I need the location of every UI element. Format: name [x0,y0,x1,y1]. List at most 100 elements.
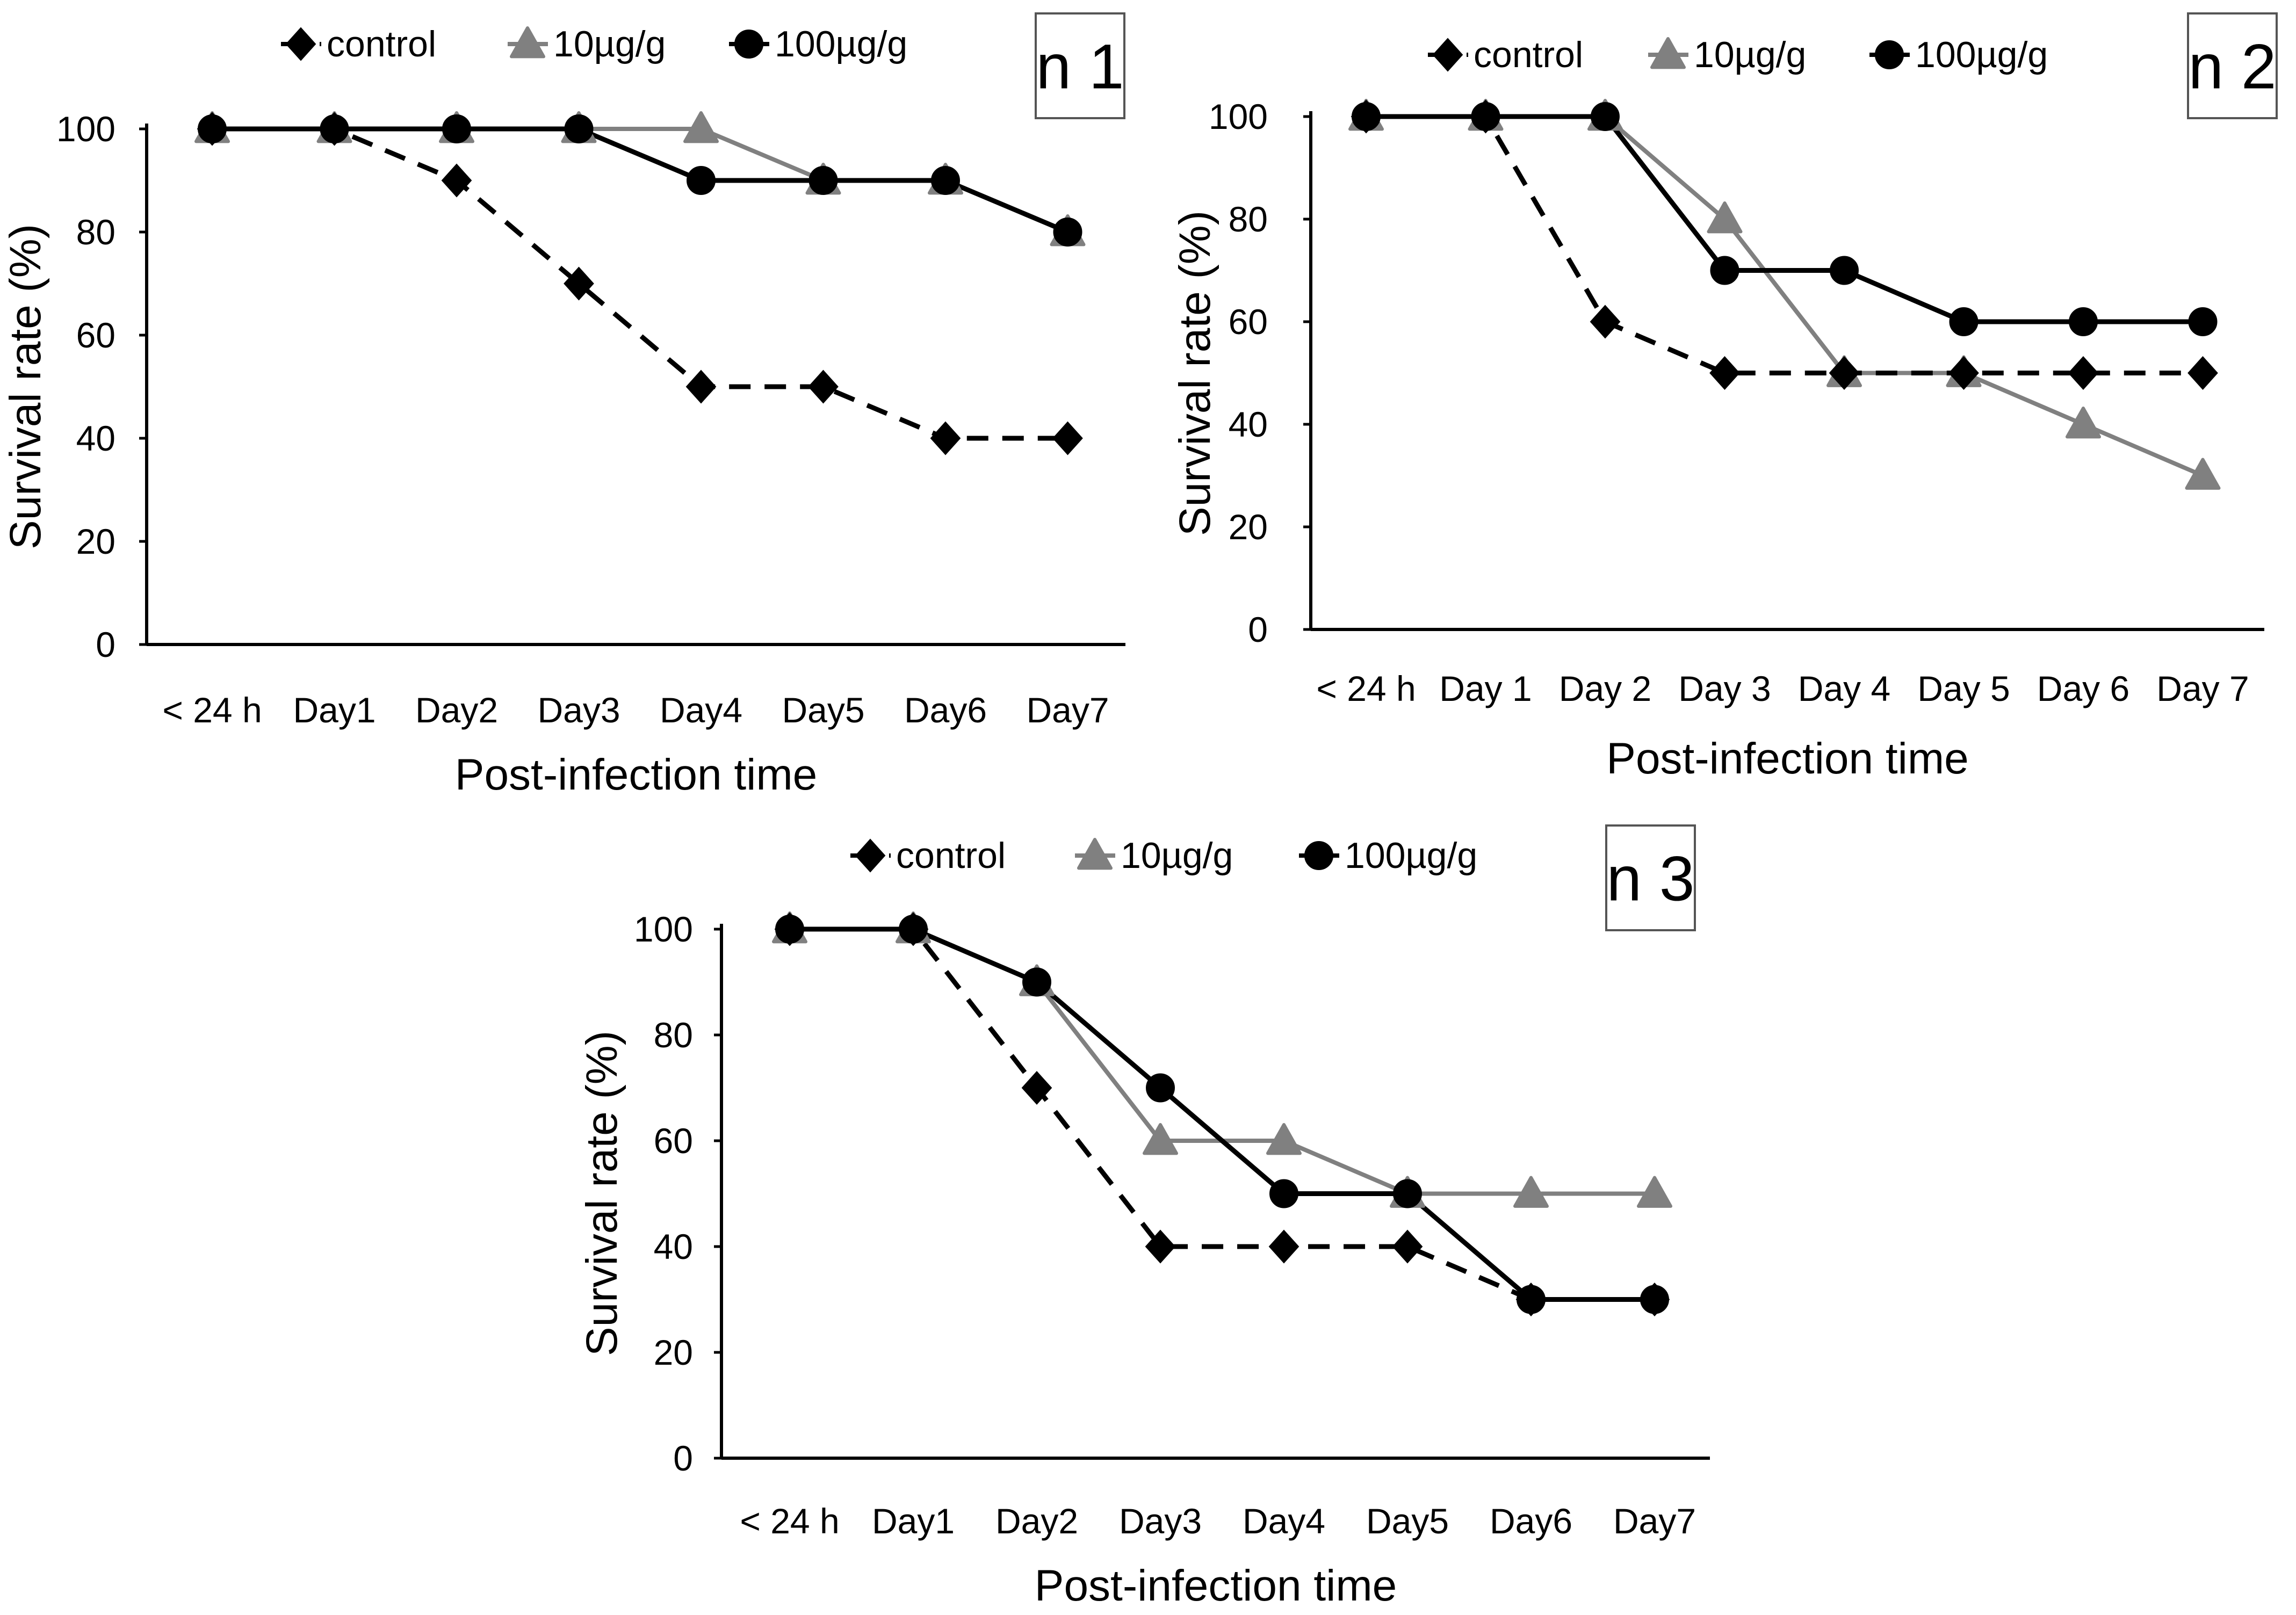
x-axis-title: Post-infection time [1606,734,1969,783]
data-point-diamond [685,370,717,404]
x-tick-label: Day 1 [1439,669,1532,708]
x-tick-label: Day2 [415,690,498,730]
x-tick-label: Day7 [1613,1501,1696,1541]
x-tick-label: Day2 [995,1501,1078,1541]
y-tick-label: 60 [1229,302,1268,342]
legend: control 10µg/g 100µg/g [281,24,907,64]
data-point-circle [1022,967,1051,997]
chart-panel-1: 0 20 40 60 80 100 < 24 h Day1 Day2 Day3 Day4 Day5 Da… [1,12,1125,799]
data-point-diamond [808,370,839,404]
data-point-diamond [2068,356,2099,390]
x-tick-label: Day1 [293,690,376,730]
data-point-circle [1830,256,1859,285]
y-axis-title: Survival rate (%) [1,224,50,549]
series-line [790,926,1655,1302]
y-axis-title: Survival rate (%) [1171,211,1219,536]
series-line [790,926,1655,1302]
x-tick-label: Day6 [904,690,987,730]
data-point-diamond [564,266,594,301]
legend: control 10µg/g 100µg/g [850,835,1477,876]
x-axis-title: Post-infection time [1035,1561,1397,1610]
data-point-diamond [1948,356,1979,390]
x-tick-label: Day 6 [2037,669,2129,708]
data-point-diamond [930,421,961,455]
legend-label: 10µg/g [1694,34,1806,75]
x-axis-title: Post-infection time [455,750,818,799]
data-point-circle [687,166,716,195]
x-tick-label: Day 4 [1798,669,1890,708]
y-tick-label: 20 [1229,507,1268,547]
data-point-diamond [1268,1229,1299,1264]
data-point-circle [1949,307,1979,336]
chart-panel-2: 0 20 40 60 80 100 < 24 h Day 1 Day 2 Day 3 Day 4 Da… [1171,12,2278,783]
y-axis-title: Survival rate (%) [577,1031,626,1356]
data-point-diamond [1021,1071,1052,1105]
panel-tag-label: n 2 [2188,32,2276,103]
data-point-diamond [1052,421,1083,455]
legend-diamond-marker [855,838,886,873]
data-point-circle [2188,307,2218,336]
y-tick-label: 80 [76,212,115,252]
data-point-circle [899,915,928,944]
legend-diamond-marker [1432,38,1463,72]
x-tick-label: Day7 [1026,690,1109,730]
series-control [212,126,1068,441]
x-tick-label: Day4 [660,690,742,730]
x-tick-label: Day1 [872,1501,955,1541]
data-point-triangle [2185,458,2221,490]
y-tick-label: 100 [56,109,115,149]
y-tick-label: 40 [654,1227,693,1266]
x-tick-label: Day3 [1119,1501,1202,1541]
legend-triangle-marker [510,26,545,59]
y-tick-label: 100 [634,909,693,949]
y-tick-label: 100 [1209,97,1268,136]
x-tick-label: < 24 h [162,690,262,730]
data-point-diamond [1829,356,1860,390]
x-tick-label: < 24 h [740,1501,839,1541]
panel-tag-label: n 1 [1036,32,1124,103]
data-point-triangle [1143,1123,1178,1155]
y-tick-label: 60 [76,315,115,355]
series-line [790,927,1655,1196]
legend-label: 10µg/g [553,24,666,64]
data-point-circle [442,114,471,143]
x-tick-label: Day 7 [2156,669,2249,708]
data-point-circle [931,166,960,195]
y-tick-label: 80 [654,1015,693,1055]
data-point-triangle [1707,201,1743,234]
panel-tag-box [1035,12,1125,119]
x-tick-label: Day 3 [1678,669,1771,708]
series-100µg/g [790,926,1655,1302]
legend-circle-marker [1304,841,1333,870]
legend-label: 10µg/g [1121,835,1233,876]
series-100µg/g [212,126,1069,235]
x-tick-label: < 24 h [1316,669,1416,708]
y-tick-label: 0 [1248,610,1268,649]
series-line [1366,114,2203,324]
legend-diamond-marker [285,27,316,61]
data-point-diamond [2187,356,2218,390]
legend-triangle-marker [1650,37,1686,69]
legend-label: control [327,24,436,64]
legend-circle-marker [734,30,763,59]
data-point-circle [1471,102,1500,131]
legend-label: 100µg/g [1345,835,1477,876]
data-point-triangle [683,111,719,143]
panel-tag-box [1605,824,1696,931]
legend-label: 100µg/g [1915,34,2048,75]
panel-tag-label: n 3 [1606,844,1694,915]
y-tick-label: 40 [1229,404,1268,444]
data-point-circle [1393,1179,1422,1208]
y-tick-label: 20 [654,1332,693,1372]
y-tick-label: 0 [96,625,115,664]
x-tick-label: Day5 [1366,1501,1449,1541]
data-point-triangle [1637,1176,1672,1208]
data-point-triangle [1266,1123,1302,1155]
series-control [790,926,1655,1302]
data-point-circle [564,114,594,143]
y-tick-label: 0 [673,1438,693,1478]
data-point-circle [775,915,804,944]
y-tick-label: 20 [76,522,115,561]
data-point-circle [808,166,838,195]
